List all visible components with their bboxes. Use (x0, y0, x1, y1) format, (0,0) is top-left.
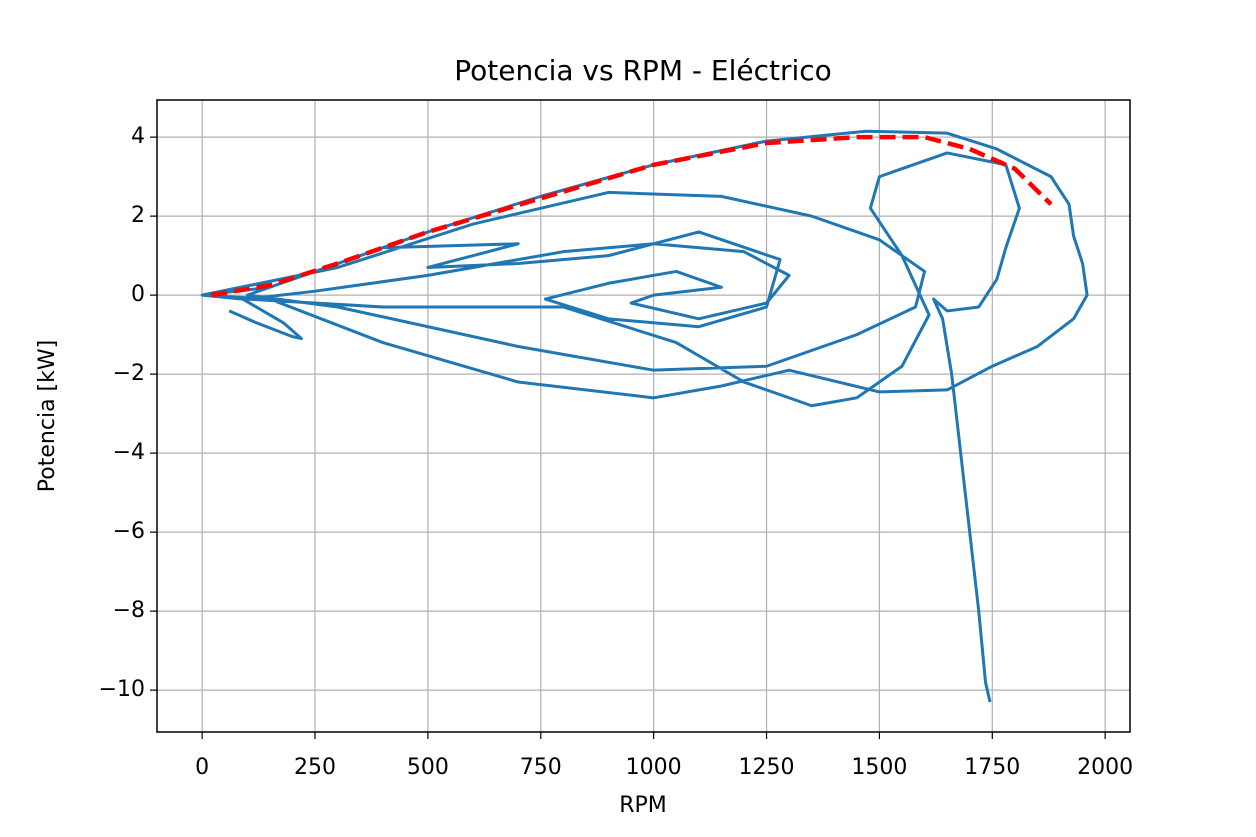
series-line (210, 134, 1053, 298)
y-tick-label: −2 (113, 361, 145, 386)
x-tick-label: 2000 (1077, 755, 1133, 780)
x-tick-label: 1750 (964, 755, 1020, 780)
y-tick-label: 0 (131, 282, 145, 307)
y-tick-label: −10 (99, 677, 145, 702)
y-tick-label: −4 (113, 440, 145, 465)
x-tick-label: 1000 (626, 755, 682, 780)
x-tick-label: 250 (294, 755, 336, 780)
series-line (200, 129, 1089, 703)
x-tick-label: 750 (520, 755, 562, 780)
y-tick-label: 2 (131, 203, 145, 228)
plot-frame (156, 99, 1131, 733)
y-tick-label: −6 (113, 519, 145, 544)
x-tick-label: 1250 (739, 755, 795, 780)
y-axis-label: Potencia [kW] (35, 340, 60, 492)
x-tick-label: 1500 (851, 755, 907, 780)
x-tick-label: 0 (195, 755, 209, 780)
y-tick-label: −8 (113, 598, 145, 623)
x-axis-label: RPM (619, 793, 667, 818)
x-tick-label: 500 (407, 755, 449, 780)
y-tick-label: 4 (131, 124, 145, 149)
chart-title: Potencia vs RPM - Eléctrico (454, 54, 832, 87)
